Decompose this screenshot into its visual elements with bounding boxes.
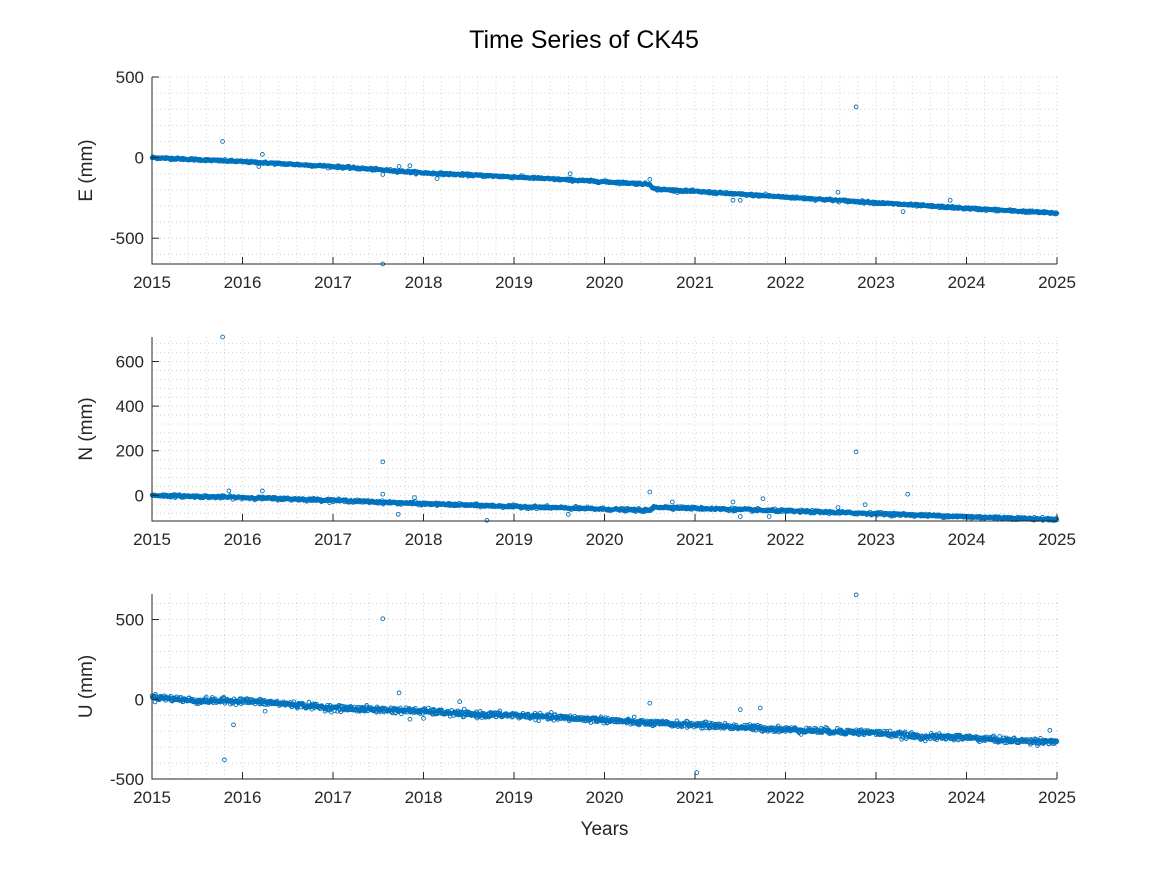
north-y-axis-label: N (mm) bbox=[76, 397, 97, 460]
east-x-tick-label: 2024 bbox=[948, 273, 986, 292]
east-y-tick-label: 500 bbox=[116, 68, 144, 87]
east-data-points bbox=[149, 104, 1060, 267]
north-x-tick-label: 2015 bbox=[133, 530, 171, 549]
east-outlier-point bbox=[220, 139, 225, 144]
east-outlier-point bbox=[260, 152, 265, 157]
up-data-points bbox=[149, 592, 1060, 775]
east-outlier-point bbox=[835, 189, 841, 195]
east-outlier-point bbox=[947, 197, 953, 203]
north-outlier-point bbox=[395, 511, 401, 517]
east-y-tick-label: -500 bbox=[110, 229, 144, 248]
east-minor-grid bbox=[151, 76, 1058, 264]
north-y-tick-label: 600 bbox=[116, 353, 144, 372]
east-outlier-point bbox=[730, 197, 736, 203]
east-outlier-point bbox=[380, 172, 386, 177]
up-subplot: 2015 2016 2017 2018 2019 2020 2021 2022 2023 2024… bbox=[76, 592, 1076, 840]
east-x-tick-label: 2016 bbox=[224, 273, 262, 292]
east-outlier-point bbox=[763, 191, 768, 197]
east-outlier-point bbox=[567, 171, 573, 177]
east-x-tick-label: 2017 bbox=[314, 273, 352, 292]
north-outlier-point bbox=[484, 517, 490, 523]
north-x-tick-label: 2023 bbox=[857, 530, 895, 549]
up-data-point bbox=[509, 715, 515, 720]
north-outlier-point bbox=[220, 334, 225, 340]
north-outlier-point bbox=[670, 499, 675, 505]
north-outlier-point bbox=[380, 491, 386, 497]
up-data-point bbox=[536, 718, 541, 724]
north-x-tick-label: 2017 bbox=[314, 530, 352, 549]
north-subplot: 2015 2016 2017 2018 2019 2020 2021 2022 2023 2024… bbox=[76, 334, 1076, 549]
east-x-tick-label: 2019 bbox=[495, 273, 533, 292]
east-x-tick-label: 2021 bbox=[676, 273, 714, 292]
north-outlier-point bbox=[835, 505, 841, 510]
north-x-tick-label: 2020 bbox=[586, 530, 624, 549]
east-outlier-point bbox=[407, 163, 413, 169]
east-x-tick-label: 2015 bbox=[133, 273, 171, 292]
north-outlier-point bbox=[380, 459, 386, 465]
north-outlier-point bbox=[412, 495, 417, 500]
north-x-tick-label: 2018 bbox=[405, 530, 443, 549]
east-outlier-point bbox=[434, 176, 440, 181]
north-x-tick-label: 2024 bbox=[948, 530, 986, 549]
up-data-point bbox=[461, 706, 467, 712]
north-outlier-point bbox=[862, 502, 868, 508]
east-subplot: 2015 2016 2017 2018 2019 2020 2021 2022 2023 2024… bbox=[76, 68, 1076, 292]
north-outlier-point bbox=[760, 496, 766, 502]
north-outlier-point bbox=[766, 514, 772, 519]
north-y-tick-label: 400 bbox=[116, 397, 144, 416]
north-outlier-point bbox=[565, 511, 571, 517]
up-data-point bbox=[204, 694, 209, 700]
up-data-point bbox=[631, 714, 637, 720]
up-data-point bbox=[168, 693, 173, 699]
east-x-tick-label: 2022 bbox=[767, 273, 805, 292]
up-data-point bbox=[636, 722, 642, 728]
up-data-point bbox=[548, 710, 554, 715]
north-x-tick-label: 2025 bbox=[1038, 530, 1076, 549]
north-x-tick-label: 2016 bbox=[224, 530, 262, 549]
east-y-axis-label: E (mm) bbox=[76, 139, 97, 201]
east-x-tick-label: 2020 bbox=[586, 273, 624, 292]
east-outlier-point bbox=[647, 177, 653, 182]
up-minor-grid bbox=[151, 594, 1058, 780]
east-x-tick-label: 2018 bbox=[405, 273, 443, 292]
north-data-points bbox=[149, 334, 1060, 523]
east-outlier-point bbox=[853, 104, 859, 110]
east-outlier-point bbox=[396, 164, 402, 169]
east-y-tick-label: 0 bbox=[135, 149, 144, 168]
up-data-point bbox=[244, 700, 249, 705]
north-outlier-point bbox=[730, 499, 736, 505]
up-data-point bbox=[478, 709, 483, 714]
north-x-tick-label: 2021 bbox=[676, 530, 714, 549]
north-outlier-point bbox=[853, 449, 859, 455]
figure-title: Time Series of CK45 bbox=[469, 26, 699, 54]
east-data-point bbox=[1054, 211, 1060, 216]
north-x-tick-label: 2019 bbox=[495, 530, 533, 549]
east-x-tick-label: 2023 bbox=[857, 273, 895, 292]
north-y-tick-label: 0 bbox=[135, 486, 144, 505]
north-minor-grid bbox=[151, 337, 1058, 521]
north-outlier-point bbox=[905, 491, 911, 497]
north-y-tick-label: 200 bbox=[116, 442, 144, 461]
east-outlier-point bbox=[900, 209, 906, 214]
east-outlier-point bbox=[737, 197, 743, 203]
east-outlier-point bbox=[256, 164, 262, 169]
north-x-tick-label: 2022 bbox=[767, 530, 805, 549]
east-x-tick-label: 2025 bbox=[1038, 273, 1076, 292]
north-outlier-point bbox=[737, 514, 743, 519]
north-outlier-point bbox=[260, 488, 265, 494]
north-outlier-point bbox=[647, 489, 653, 495]
north-outlier-point bbox=[226, 488, 232, 494]
